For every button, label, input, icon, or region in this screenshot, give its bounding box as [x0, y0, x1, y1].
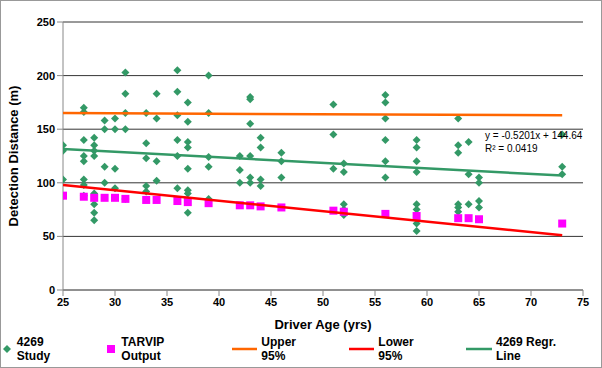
svg-text:55: 55	[369, 296, 381, 308]
svg-text:150: 150	[37, 123, 55, 135]
svg-text:75: 75	[577, 296, 589, 308]
svg-text:35: 35	[161, 296, 173, 308]
svg-text:50: 50	[317, 296, 329, 308]
svg-text:Detection Distance (m): Detection Distance (m)	[6, 86, 21, 227]
html-text:TARVIP Output: TARVIP Output	[121, 335, 164, 363]
svg-text:45: 45	[265, 296, 277, 308]
svg-text:60: 60	[421, 296, 433, 308]
svg-text:100: 100	[37, 177, 55, 189]
html-text:y = -0.5201x + 144.64: y = -0.5201x + 144.64	[485, 130, 583, 141]
svg-text:25: 25	[57, 296, 69, 308]
svg-text:30: 30	[109, 296, 121, 308]
svg-text:70: 70	[525, 296, 537, 308]
html-text:Lower 95%: Lower 95%	[378, 335, 414, 363]
svg-text:0: 0	[49, 284, 55, 296]
svg-text:200: 200	[37, 70, 55, 82]
svg-text:Driver Age (yrs): Driver Age (yrs)	[274, 317, 371, 332]
svg-text:250: 250	[37, 16, 55, 28]
html-text:4269 Regr. Line: 4269 Regr. Line	[496, 335, 556, 363]
svg-text:50: 50	[43, 230, 55, 242]
html-text:Upper 95%: Upper 95%	[261, 335, 296, 363]
html-text:R² = 0.0419: R² = 0.0419	[485, 143, 538, 154]
svg-text:40: 40	[213, 296, 225, 308]
html-text:4269 Study: 4269 Study	[16, 335, 51, 363]
svg-text:65: 65	[473, 296, 485, 308]
